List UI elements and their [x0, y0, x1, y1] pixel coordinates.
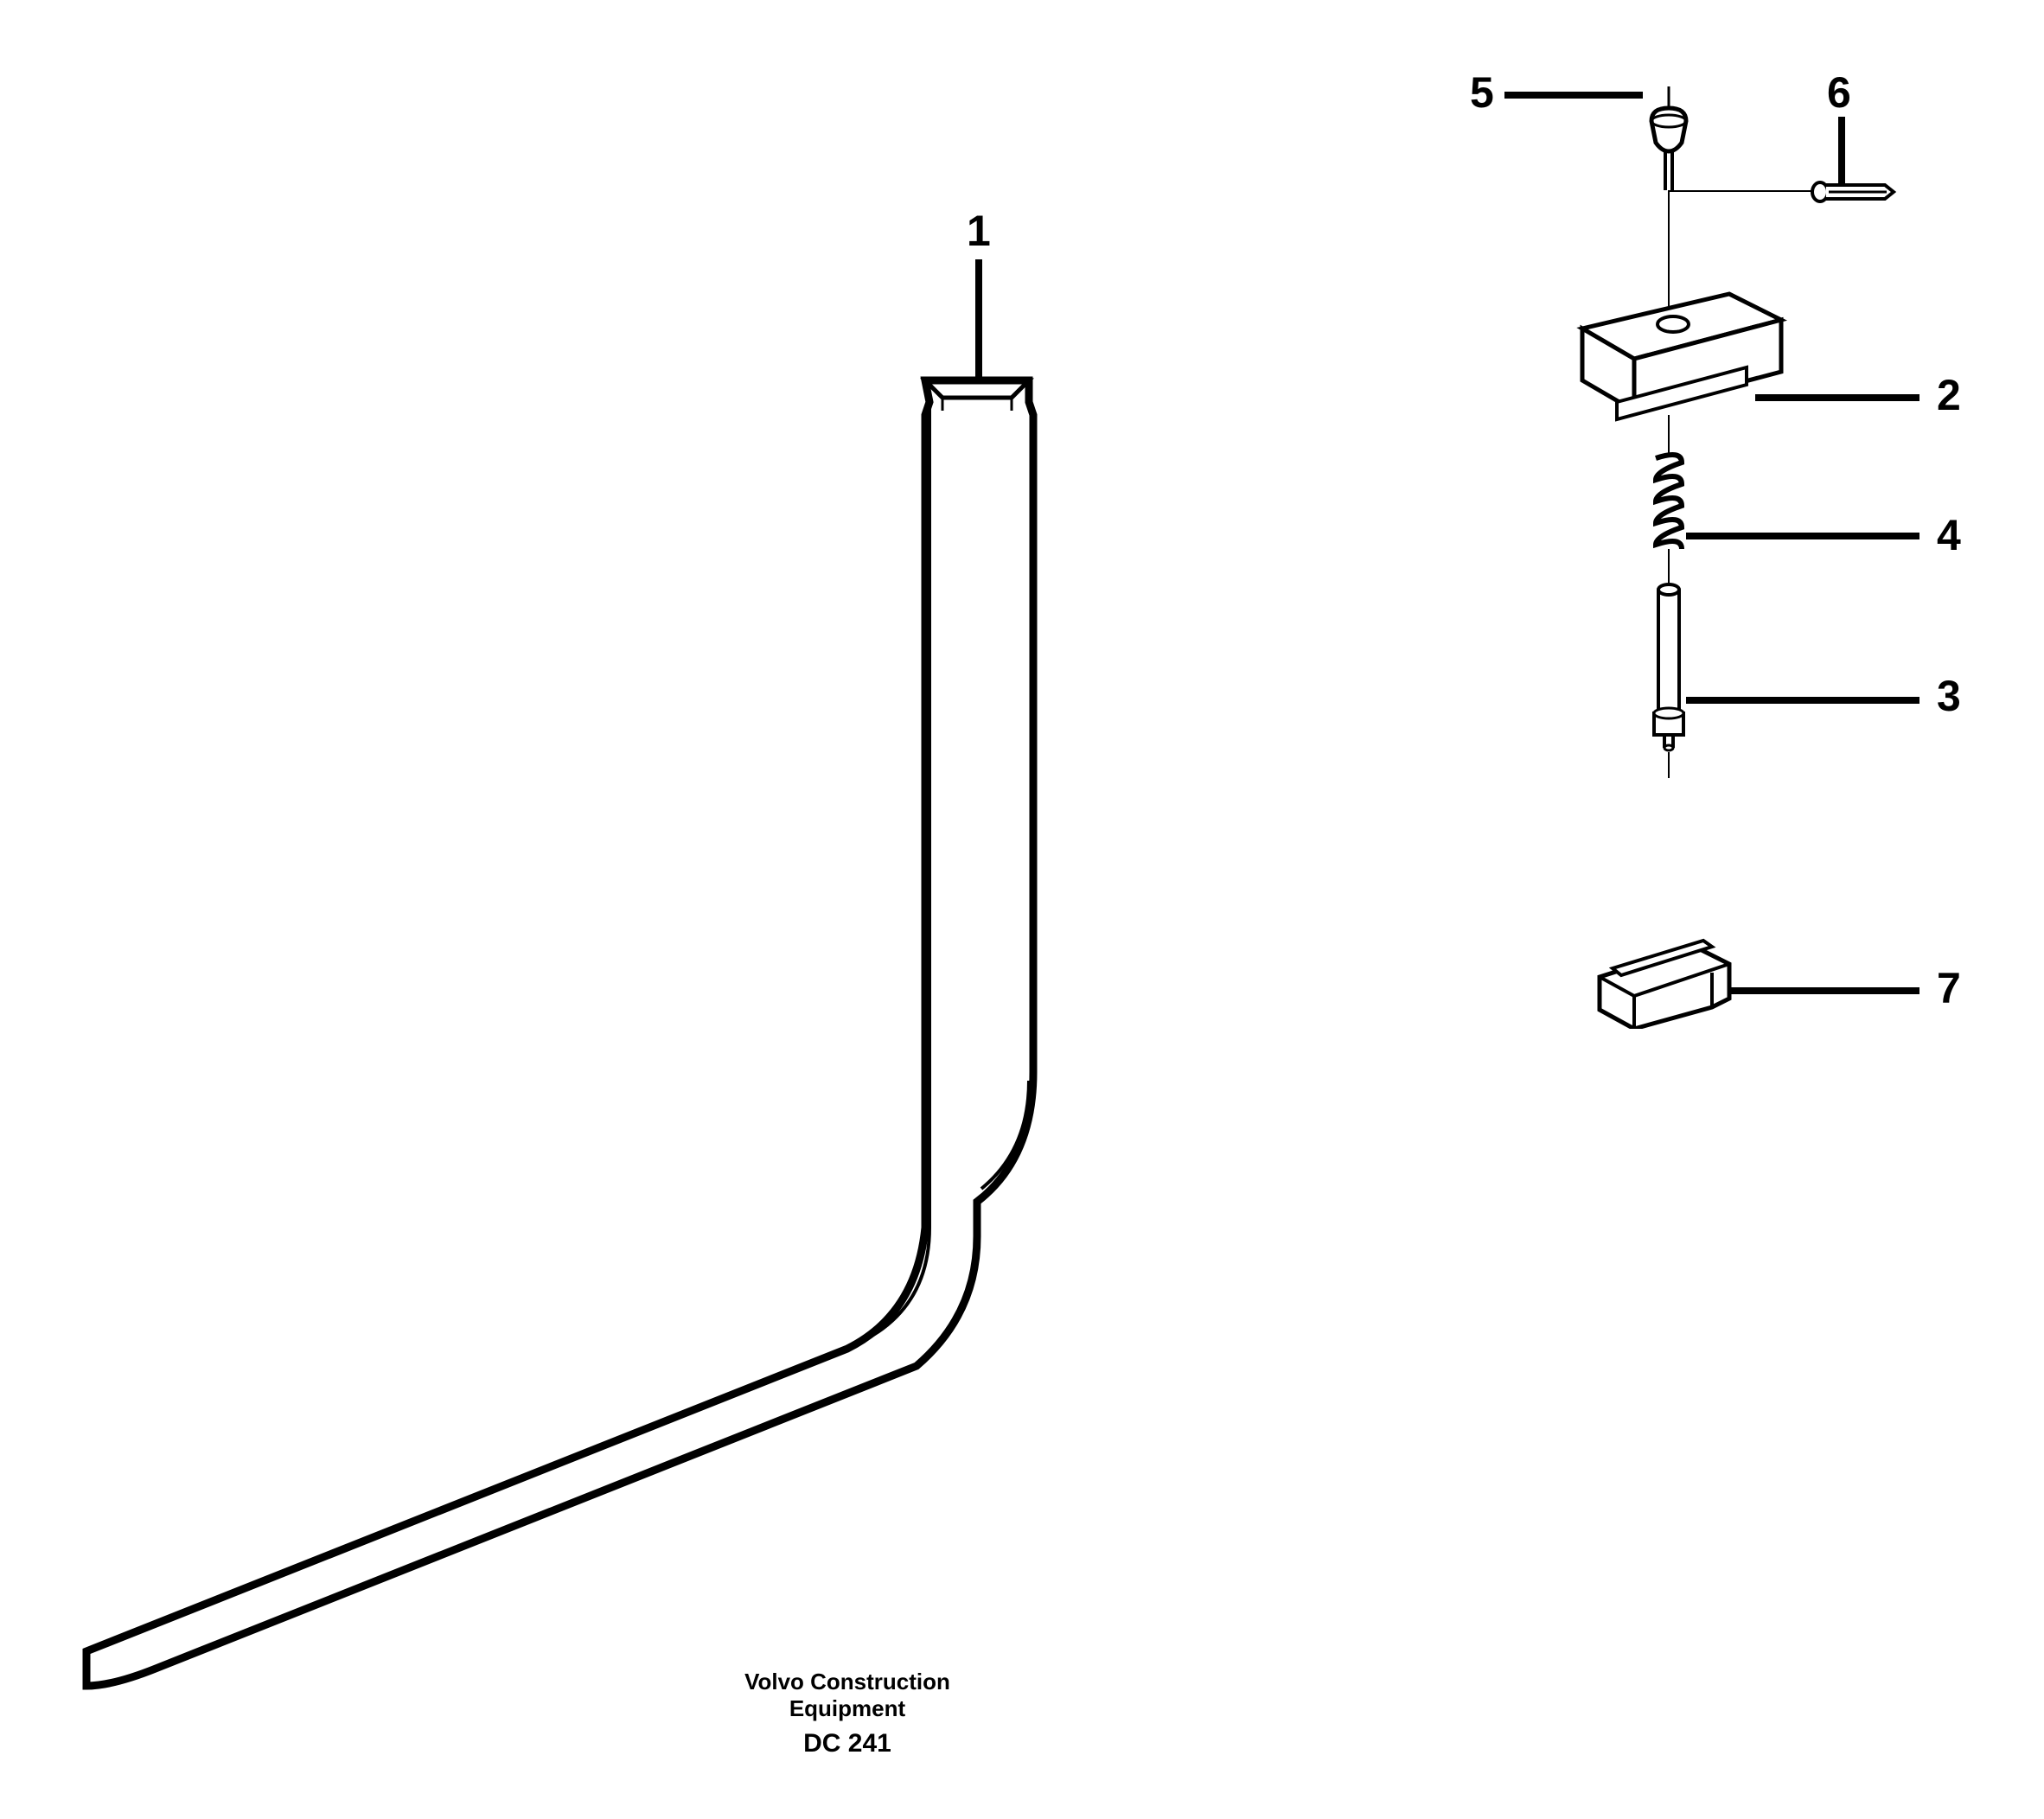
cotter-pin-part	[1807, 173, 1911, 216]
block-part	[1556, 259, 1798, 432]
callout-4-line	[1686, 532, 1928, 540]
callout-3-line	[1686, 696, 1928, 705]
callout-7-label: 7	[1937, 963, 1961, 1013]
callout-1-label: 1	[967, 206, 991, 256]
callout-4-label: 4	[1937, 510, 1961, 560]
bracket-part	[1582, 916, 1755, 1029]
manufacturer-line-2: Equipment	[674, 1695, 1020, 1722]
callout-7-line	[1728, 986, 1926, 995]
callout-2-line	[1755, 393, 1945, 402]
callout-6-label: 6	[1827, 67, 1851, 118]
callout-6-line	[1837, 117, 1846, 190]
spring-part	[1638, 432, 1708, 571]
callout-1-line	[970, 259, 987, 389]
manufacturer-label: Volvo Construction Equipment DC 241	[674, 1669, 1020, 1758]
callout-3-label: 3	[1937, 671, 1961, 721]
fork-part	[52, 363, 1176, 1746]
diagram-id: DC 241	[674, 1729, 1020, 1758]
callout-2-label: 2	[1937, 370, 1961, 420]
callout-5-label: 5	[1470, 67, 1494, 118]
parts-diagram: 1 2 3 4 5 6 7 Volvo Construction Equipme…	[0, 0, 2044, 1819]
manufacturer-line-1: Volvo Construction	[674, 1669, 1020, 1695]
knob-part	[1626, 86, 1712, 259]
callout-5-line	[1504, 91, 1651, 99]
rod-part	[1647, 571, 1699, 778]
